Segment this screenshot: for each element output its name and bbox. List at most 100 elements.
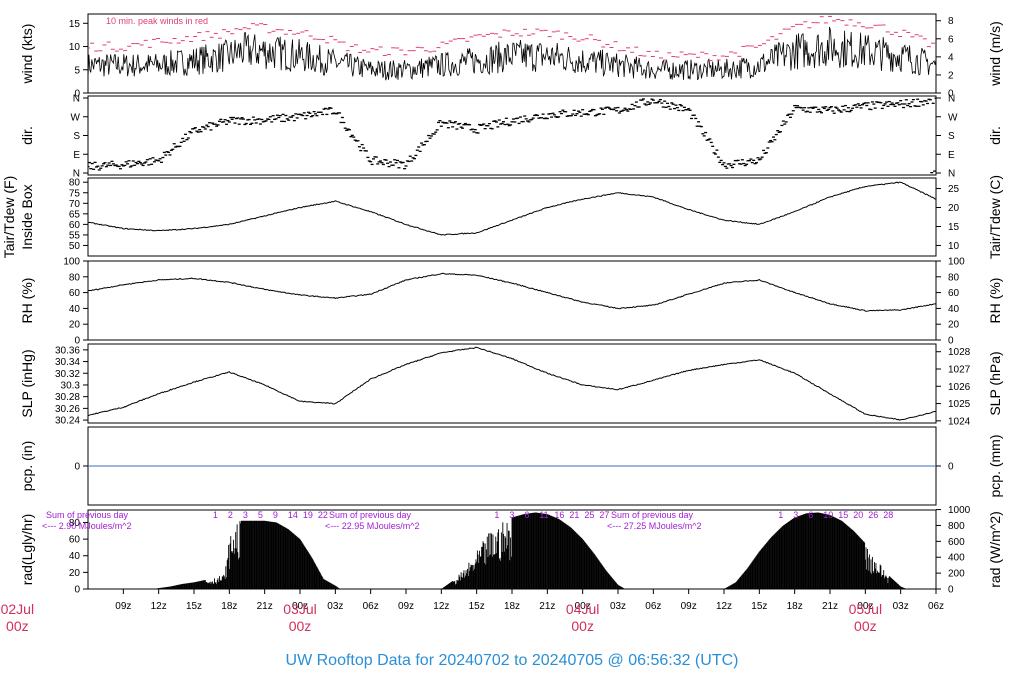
left-tick-label: N bbox=[73, 94, 80, 105]
day-zulu-label: 00z bbox=[854, 618, 877, 634]
time-tick-label: 15z bbox=[751, 601, 767, 612]
daily-total-value: <--- 2.90 MJoules/m^2 bbox=[42, 521, 132, 531]
right-tick-label: 8 bbox=[948, 16, 954, 27]
left-tick-label: 60 bbox=[69, 220, 81, 231]
plot-area bbox=[88, 15, 936, 81]
time-tick-label: 03z bbox=[610, 601, 626, 612]
right-tick-label: 10 bbox=[948, 241, 960, 252]
right-axis-label: pcp. (mm) bbox=[987, 435, 1003, 498]
time-tick-label: 06z bbox=[645, 601, 661, 612]
left-tick-label: 30.24 bbox=[55, 416, 80, 427]
right-tick-label: 20 bbox=[948, 320, 960, 331]
panel-7: rad(Lgly/hr) rad (W/m^2)02040608002004006… bbox=[19, 505, 1003, 595]
left-tick-label: 0 bbox=[74, 89, 80, 100]
right-axis-label: rad (W/m^2) bbox=[987, 511, 1003, 588]
left-tick-label: W bbox=[71, 112, 81, 123]
right-axis-label: SLP (hPa) bbox=[987, 351, 1003, 415]
right-tick-label: 600 bbox=[948, 537, 965, 548]
left-tick-label: S bbox=[73, 131, 80, 142]
right-tick-label: E bbox=[948, 150, 955, 161]
right-tick-label: 1028 bbox=[948, 347, 971, 358]
left-tick-label: 80 bbox=[69, 272, 81, 283]
hourly-mark: 1 bbox=[778, 510, 783, 520]
hourly-mark: 6 bbox=[524, 510, 529, 520]
left-tick-label: 80 bbox=[69, 178, 81, 189]
left-tick-label: 55 bbox=[69, 230, 81, 241]
day-zulu-label: 00z bbox=[6, 618, 29, 634]
left-tick-label: 60 bbox=[69, 288, 81, 299]
left-axis-label: rad(Lgly/hr) bbox=[19, 514, 35, 586]
time-tick-label: 18z bbox=[221, 601, 237, 612]
left-axis-label: pcp. (in) bbox=[19, 441, 35, 492]
left-tick-label: 100 bbox=[63, 257, 80, 268]
daily-total-value: <--- 22.95 MJoules/m^2 bbox=[325, 521, 420, 531]
panel-frame bbox=[87, 177, 937, 257]
right-tick-label: 0 bbox=[948, 89, 954, 100]
left-tick-label: 0 bbox=[74, 462, 80, 473]
left-tick-label: E bbox=[73, 150, 80, 161]
right-tick-label: 1000 bbox=[948, 505, 971, 516]
left-tick-label: 15 bbox=[69, 19, 81, 30]
daily-total-value: <--- 27.25 MJoules/m^2 bbox=[607, 521, 702, 531]
hourly-mark: 19 bbox=[303, 510, 313, 520]
right-tick-label: 25 bbox=[948, 184, 960, 195]
hourly-mark: 27 bbox=[599, 510, 609, 520]
time-tick-label: 09z bbox=[115, 601, 131, 612]
right-axis-label: Tair/Tdew (C) bbox=[987, 175, 1003, 259]
hourly-mark: 3 bbox=[793, 510, 798, 520]
right-tick-label: 2 bbox=[948, 70, 954, 81]
hourly-mark: 5 bbox=[258, 510, 263, 520]
left-tick-label: 5 bbox=[74, 65, 80, 76]
left-tick-label: 30.26 bbox=[55, 404, 80, 415]
time-tick-label: 21z bbox=[539, 601, 555, 612]
hourly-mark: 10 bbox=[823, 510, 833, 520]
time-tick-label: 21z bbox=[257, 601, 273, 612]
left-tick-label: 30.34 bbox=[55, 357, 80, 368]
right-axis-label: wind (m/s) bbox=[987, 21, 1003, 87]
left-tick-label: 40 bbox=[69, 551, 81, 562]
right-tick-label: N bbox=[948, 169, 955, 180]
left-tick-label: 40 bbox=[69, 304, 81, 315]
panel-frame bbox=[87, 13, 937, 94]
left-tick-label: 20 bbox=[69, 568, 81, 579]
hourly-mark: 1 bbox=[494, 510, 499, 520]
left-axis-label: Inside Box bbox=[19, 184, 35, 249]
right-axis-label: dir. bbox=[987, 126, 1003, 145]
left-tick-label: N bbox=[73, 169, 80, 180]
hourly-mark: 3 bbox=[243, 510, 248, 520]
right-tick-label: 60 bbox=[948, 288, 960, 299]
hourly-mark: 1 bbox=[213, 510, 218, 520]
plot-area bbox=[154, 512, 907, 589]
time-tick-label: 03z bbox=[893, 601, 909, 612]
right-axis-label: RH (%) bbox=[987, 278, 1003, 324]
left-tick-label: 30.32 bbox=[55, 369, 80, 380]
time-tick-label: 06z bbox=[928, 601, 944, 612]
plot-area bbox=[88, 97, 936, 174]
time-tick-label: 06z bbox=[363, 601, 379, 612]
hourly-mark: 14 bbox=[288, 510, 298, 520]
time-tick-label: 15z bbox=[469, 601, 485, 612]
hourly-mark: 6 bbox=[808, 510, 813, 520]
hourly-mark: 20 bbox=[853, 510, 863, 520]
right-tick-label: 20 bbox=[948, 203, 960, 214]
left-tick-label: 0 bbox=[74, 585, 80, 596]
right-tick-label: N bbox=[948, 94, 955, 105]
time-axis: 09z 12z 15z 18z 21z 00z 03z 06z 09z 12z 15z 18z 21z 0… bbox=[1, 589, 944, 634]
left-axis-label: SLP (inHg) bbox=[19, 349, 35, 417]
left-tick-label: 10 bbox=[69, 42, 81, 53]
outer-axis-label: Tair/Tdew (F) bbox=[1, 176, 17, 258]
left-tick-label: 70 bbox=[69, 199, 81, 210]
time-tick-label: 00z bbox=[575, 601, 591, 612]
left-tick-label: 50 bbox=[69, 241, 81, 252]
time-tick-label: 03z bbox=[327, 601, 343, 612]
right-tick-label: 40 bbox=[948, 304, 960, 315]
right-tick-label: 0 bbox=[948, 585, 954, 596]
plot-area bbox=[88, 346, 936, 421]
right-tick-label: 15 bbox=[948, 222, 960, 233]
day-zulu-label: 00z bbox=[571, 618, 594, 634]
right-tick-label: 0 bbox=[948, 462, 954, 473]
right-tick-label: 0 bbox=[948, 336, 954, 347]
page-title: UW Rooftop Data for 20240702 to 20240705… bbox=[286, 652, 739, 669]
right-tick-label: 6 bbox=[948, 34, 954, 45]
